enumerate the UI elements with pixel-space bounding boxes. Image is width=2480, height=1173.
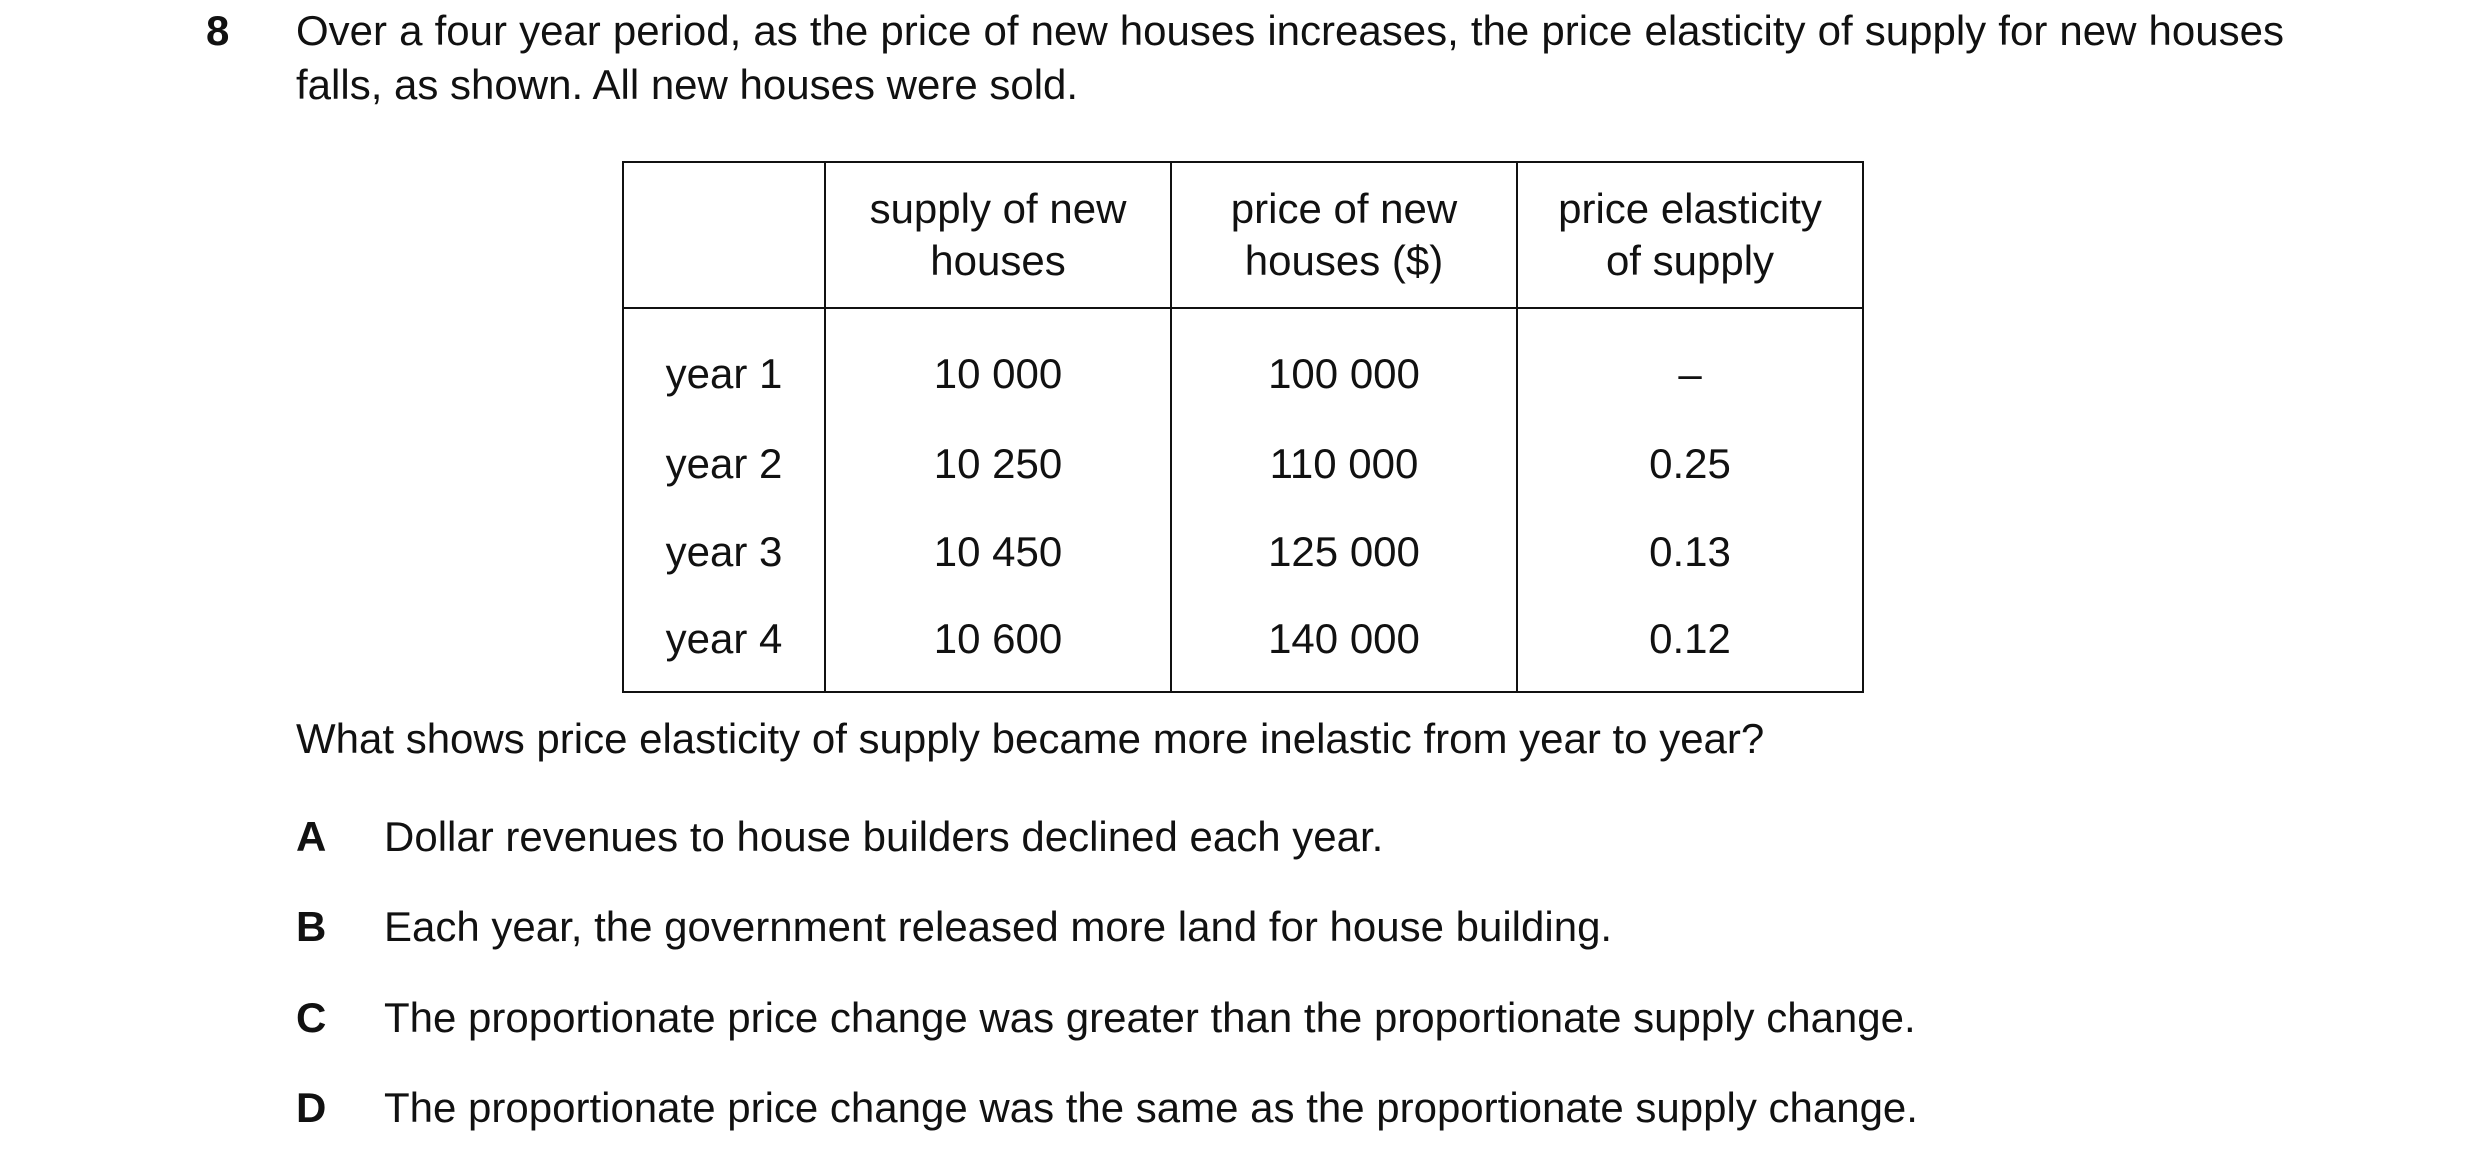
question-intro: Over a four year period, as the price of… — [296, 7, 2284, 108]
header-empty-cell — [622, 161, 826, 309]
supply-cell: 10 450 — [824, 508, 1172, 596]
header-price-line1: price of new — [1230, 185, 1458, 232]
table-row: year 3 10 450 125 000 0.13 — [622, 508, 1864, 596]
option-letter: B — [296, 903, 327, 950]
row-label: year 1 — [622, 308, 826, 420]
table-header-row: supply of new houses price of new houses… — [622, 161, 1864, 309]
header-supply-line1: supply of new — [869, 185, 1127, 232]
header-price-line2: houses ($) — [1244, 237, 1444, 284]
elasticity-cell: 0.12 — [1516, 596, 1864, 693]
header-elasticity: price elasticity of supply — [1516, 161, 1864, 309]
elasticity-cell: – — [1516, 308, 1864, 420]
header-supply: supply of new houses — [824, 161, 1172, 309]
header-supply-line2: houses — [930, 237, 1066, 284]
table-row: year 2 10 250 110 000 0.25 — [622, 420, 1864, 508]
supply-cell: 10 000 — [824, 308, 1172, 420]
price-cell: 140 000 — [1170, 596, 1518, 693]
row-label: year 4 — [622, 596, 826, 693]
option-text: The proportionate price change was great… — [384, 994, 1916, 1041]
supply-cell: 10 600 — [824, 596, 1172, 693]
price-cell: 100 000 — [1170, 308, 1518, 420]
header-elasticity-line1: price elasticity — [1558, 185, 1822, 232]
elasticity-cell: 0.13 — [1516, 508, 1864, 596]
price-cell: 110 000 — [1170, 420, 1518, 508]
question-prompt: What shows price elasticity of supply be… — [296, 715, 1765, 762]
option-letter: A — [296, 813, 327, 860]
option-letter: C — [296, 994, 327, 1041]
price-cell: 125 000 — [1170, 508, 1518, 596]
row-label: year 3 — [622, 508, 826, 596]
supply-cell: 10 250 — [824, 420, 1172, 508]
elasticity-cell: 0.25 — [1516, 420, 1864, 508]
row-label: year 2 — [622, 420, 826, 508]
housing-data-table: supply of new houses price of new houses… — [622, 161, 1864, 693]
option-text: Dollar revenues to house builders declin… — [384, 813, 1384, 860]
header-price: price of new houses ($) — [1170, 161, 1518, 309]
option-text: The proportionate price change was the s… — [384, 1084, 1918, 1131]
header-elasticity-line2: of supply — [1605, 237, 1775, 284]
option-letter: D — [296, 1084, 327, 1131]
option-text: Each year, the government released more … — [384, 903, 1613, 950]
question-number: 8 — [206, 7, 230, 54]
table-row: year 1 10 000 100 000 – — [622, 308, 1864, 420]
table-row: year 4 10 600 140 000 0.12 — [622, 596, 1864, 693]
